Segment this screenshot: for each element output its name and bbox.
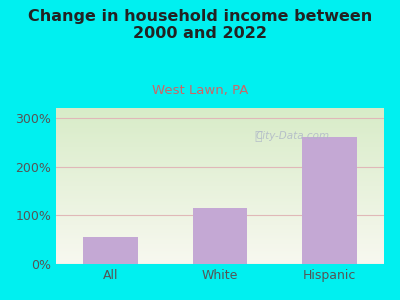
Bar: [302, 137, 357, 264]
Text: West Lawn, PA: West Lawn, PA: [152, 84, 248, 97]
Text: ⦾: ⦾: [254, 130, 262, 142]
Text: City-Data.com: City-Data.com: [255, 131, 329, 141]
Text: Change in household income between
2000 and 2022: Change in household income between 2000 …: [28, 9, 372, 41]
Bar: [83, 237, 138, 264]
Bar: [193, 208, 247, 264]
